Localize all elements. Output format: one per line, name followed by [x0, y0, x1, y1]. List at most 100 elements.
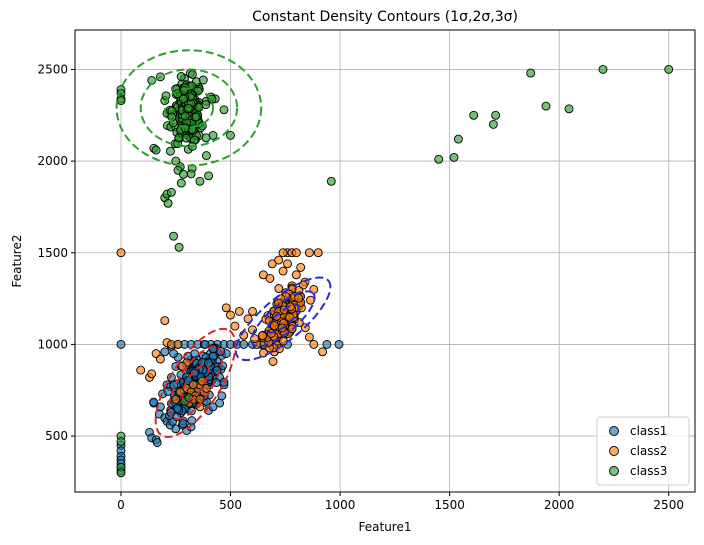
y-axis-label: Feature2	[10, 235, 24, 288]
class1-point	[190, 349, 200, 359]
class1-contour-1sigma	[181, 363, 210, 402]
class2-point	[201, 383, 211, 393]
class2-point	[313, 248, 323, 258]
class3-point	[186, 169, 196, 179]
class2-point	[160, 316, 170, 326]
class1-point	[172, 403, 182, 413]
class2-point	[136, 365, 146, 375]
class2-point	[274, 284, 284, 293]
class3-point	[201, 151, 211, 161]
class2-point	[278, 266, 288, 276]
data-points	[116, 64, 674, 478]
class2-point	[296, 262, 306, 272]
class3-point	[116, 437, 126, 447]
y-tick-label: 1500	[37, 246, 68, 260]
class2-point	[155, 354, 165, 364]
class1-point	[208, 344, 218, 354]
class3-point	[174, 133, 184, 143]
class2-point	[267, 259, 277, 269]
y-tick-label: 500	[45, 429, 68, 443]
class1-point	[149, 397, 159, 407]
class1-point	[215, 398, 225, 408]
class1-point	[169, 349, 179, 359]
class2-contour-3sigma	[234, 276, 332, 362]
legend-label-class1: class1	[630, 424, 667, 438]
class2-point	[259, 348, 268, 358]
class2-point	[268, 357, 278, 366]
class1-point	[187, 416, 197, 426]
class2-point	[304, 332, 314, 342]
chart-title: Constant Density Contours (1σ,2σ,3σ)	[252, 9, 518, 25]
class2-contour-2sigma	[250, 290, 316, 348]
class1-point	[239, 339, 249, 349]
class3-point	[194, 103, 204, 112]
class3-point	[564, 104, 574, 114]
class3-point	[166, 187, 176, 197]
class2-point	[226, 310, 235, 320]
x-axis-label: Feature1	[359, 520, 412, 534]
legend-marker-class3	[609, 466, 619, 476]
plot-frame	[74, 29, 696, 493]
x-tick-label: 500	[219, 498, 242, 512]
class3-point	[180, 111, 190, 121]
class2-point	[188, 380, 198, 390]
class1-point	[160, 347, 170, 357]
class1-point	[116, 339, 126, 349]
class3-point	[598, 64, 608, 74]
class3-point	[541, 101, 551, 111]
legend-box	[596, 416, 690, 486]
class3-point	[204, 171, 214, 181]
class1-contour-3sigma	[154, 327, 237, 438]
y-tick-label: 1000	[37, 337, 68, 351]
x-tick-label: 2500	[653, 498, 684, 512]
class3-point	[183, 103, 193, 113]
class3-point	[326, 176, 336, 186]
class2-point	[116, 248, 126, 258]
class3-point	[488, 119, 498, 129]
y-tick-label: 2000	[37, 154, 68, 168]
class2-point	[173, 339, 183, 349]
class2-point	[318, 347, 328, 357]
class3-point	[169, 231, 179, 241]
class3-point	[195, 176, 205, 186]
class2-point	[304, 248, 314, 258]
class3-point	[526, 68, 536, 78]
class3-contour-3sigma	[115, 49, 263, 167]
x-tick-label: 1000	[325, 498, 356, 512]
class3-point	[116, 468, 126, 478]
class3-point	[449, 152, 459, 162]
class3-point	[178, 169, 188, 179]
class2-point	[309, 339, 319, 349]
class3-contour-1sigma	[163, 87, 214, 129]
class1-point	[200, 339, 210, 349]
class3-point	[176, 72, 186, 81]
class2-point	[171, 394, 181, 404]
class2-point	[234, 306, 244, 316]
class2-point	[269, 321, 279, 331]
class3-point	[181, 133, 191, 143]
class3-point	[187, 69, 197, 79]
class3-point	[191, 112, 201, 122]
y-tick-label: 2500	[37, 62, 68, 76]
legend-marker-class1	[609, 426, 619, 436]
legend-label-class2: class2	[630, 444, 667, 458]
class1-point	[178, 419, 188, 429]
class3-point	[453, 134, 463, 144]
class2-point	[257, 331, 267, 341]
legend-marker-class2	[609, 446, 619, 456]
class3-point	[147, 75, 157, 85]
class3-point	[219, 105, 229, 115]
class2-point	[291, 270, 301, 280]
class3-point	[201, 133, 211, 143]
class1-point	[217, 391, 227, 401]
class3-point	[434, 154, 444, 164]
class3-point	[151, 145, 161, 155]
class3-point	[176, 178, 186, 188]
class2-point	[195, 394, 205, 404]
class3-point	[664, 64, 674, 74]
class1-point	[189, 368, 199, 378]
class3-point	[491, 110, 501, 120]
class2-point	[278, 248, 288, 258]
x-tick-label: 1500	[434, 498, 465, 512]
